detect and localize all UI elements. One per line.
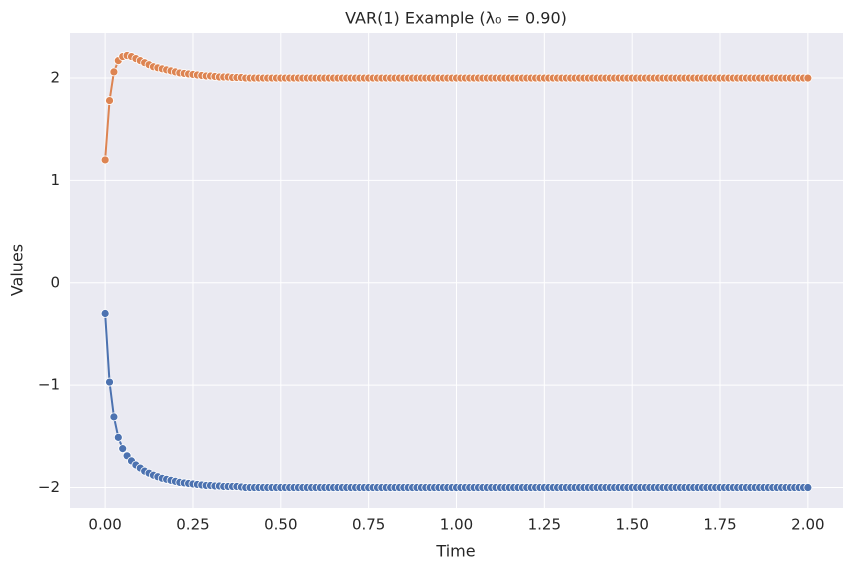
point-marker (105, 377, 114, 387)
y-tick-label: −1 (38, 376, 60, 394)
x-tick-label: 0.00 (88, 516, 121, 534)
x-tick-label: 1.50 (615, 516, 648, 534)
y-axis-label: Values (8, 244, 27, 296)
point-marker (109, 412, 119, 422)
point-marker (100, 155, 110, 165)
y-tick-label: −2 (38, 478, 60, 496)
x-tick-label: 1.25 (528, 516, 561, 534)
y-tick-label: 0 (50, 273, 60, 291)
x-tick-label: 0.50 (264, 516, 297, 534)
chart-title: VAR(1) Example (λ₀ = 0.90) (345, 9, 567, 28)
x-tick-label: 0.25 (176, 516, 209, 534)
x-tick-label: 2.00 (791, 516, 824, 534)
y-tick-label: 1 (50, 171, 60, 189)
point-marker (113, 432, 123, 442)
x-axis-label: Time (435, 542, 475, 561)
point-marker (803, 73, 813, 83)
y-tick-label: 2 (50, 69, 60, 87)
point-marker (118, 444, 128, 454)
point-marker (100, 309, 110, 318)
point-marker (105, 96, 114, 105)
x-tick-label: 1.00 (440, 516, 473, 534)
x-tick-label: 1.75 (703, 516, 736, 534)
x-tick-label: 0.75 (352, 516, 385, 534)
point-marker (803, 483, 813, 492)
point-marker (109, 67, 119, 77)
